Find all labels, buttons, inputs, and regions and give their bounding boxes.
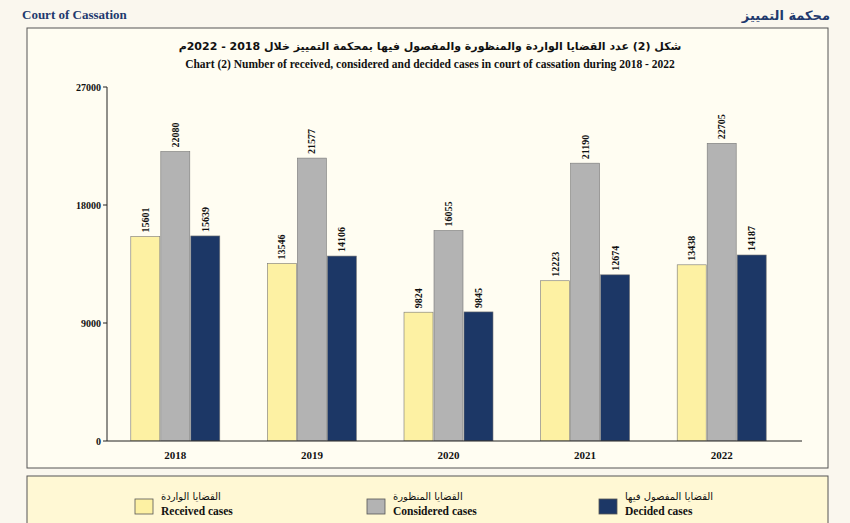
x-tick-label: 2020 — [438, 449, 461, 461]
data-label: 22080 — [170, 123, 181, 148]
x-tick-label: 2019 — [301, 449, 324, 461]
legend: القضايا الواردة Received cases القضايا الم… — [27, 476, 828, 523]
legend-swatch — [367, 499, 385, 514]
legend-swatch — [599, 499, 617, 514]
data-label: 14187 — [746, 226, 757, 251]
bar — [601, 275, 630, 441]
bar — [541, 281, 570, 441]
header-right: محكمة التمييز — [741, 8, 830, 23]
bar — [434, 231, 463, 441]
y-axis — [107, 87, 108, 441]
legend-label: Received cases — [161, 505, 233, 517]
frame — [27, 28, 828, 468]
y-tick-label: 0 — [96, 436, 101, 447]
y-tick — [103, 87, 107, 88]
legend-label-ar: القضايا المنظورة — [393, 491, 463, 502]
data-label: 9845 — [473, 288, 484, 308]
bar — [571, 163, 600, 441]
legend-label: Decided cases — [625, 505, 693, 517]
bar — [464, 312, 493, 441]
data-label: 9824 — [413, 288, 424, 308]
x-axis — [107, 441, 802, 442]
bar — [404, 312, 433, 441]
y-tick-label: 18000 — [76, 200, 101, 211]
bar — [327, 256, 356, 441]
y-tick — [103, 441, 107, 442]
y-tick-label: 9000 — [81, 318, 101, 329]
chart-svg: Court of Cassation محكمة التمييز شكل (2) ع… — [0, 0, 850, 523]
bars — [131, 143, 766, 441]
header-left: Court of Cassation — [22, 7, 127, 22]
legend-label-ar: القضايا الواردة — [161, 491, 221, 502]
bar — [161, 152, 190, 441]
bar — [297, 158, 326, 441]
x-tick-label: 2022 — [711, 449, 734, 461]
data-label: 13438 — [686, 236, 697, 261]
data-labels: 15601 22080 15639 13546 21577 14106 9824 16055 9… — [140, 114, 757, 308]
data-label: 12223 — [550, 252, 561, 277]
bar — [267, 263, 296, 441]
data-label: 15639 — [200, 207, 211, 232]
chart-root: Court of Cassation محكمة التمييز شكل (2) ع… — [0, 0, 850, 523]
data-label: 21190 — [580, 135, 591, 159]
background — [0, 0, 850, 523]
data-label: 22705 — [716, 114, 727, 139]
data-label: 13546 — [276, 234, 287, 259]
data-label: 12674 — [610, 246, 621, 271]
data-label: 14106 — [336, 227, 347, 252]
x-tick-label: 2021 — [574, 449, 596, 461]
y-tick — [103, 205, 107, 206]
title: شكل (2) عدد القضايا الواردة والمنظورة وا… — [179, 40, 682, 53]
bar — [737, 255, 766, 441]
data-label: 21577 — [306, 129, 317, 154]
y-tick-label: 27000 — [76, 82, 101, 93]
data-label: 15601 — [140, 207, 151, 232]
bar — [707, 143, 736, 441]
legend-box — [27, 476, 828, 523]
subtitle: Chart (2) Number of received, considered… — [185, 58, 675, 71]
bar — [677, 265, 706, 441]
legend-swatch — [135, 499, 153, 514]
y-tick — [103, 323, 107, 324]
x-tick-label: 2018 — [164, 449, 187, 461]
legend-label-ar: القضايا المفصول فيها — [625, 491, 713, 503]
bar — [131, 236, 160, 441]
legend-label: Considered cases — [393, 505, 477, 517]
data-label: 16055 — [443, 202, 454, 227]
bar — [191, 236, 220, 441]
